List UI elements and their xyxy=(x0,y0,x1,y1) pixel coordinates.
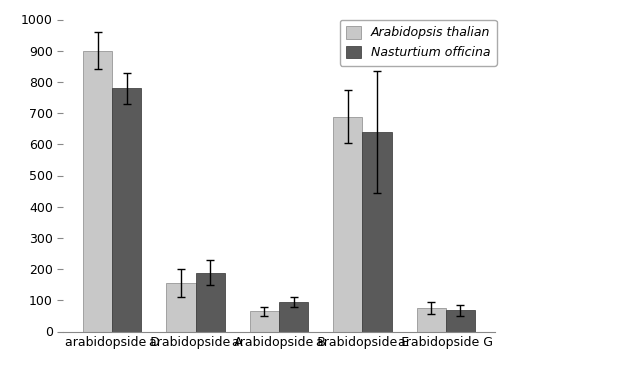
Bar xyxy=(166,283,195,332)
Bar xyxy=(83,51,112,332)
Bar xyxy=(446,310,475,332)
Bar xyxy=(363,132,392,332)
Bar xyxy=(279,302,308,332)
Legend: Arabidopsis thalian, Nasturtium officina: Arabidopsis thalian, Nasturtium officina xyxy=(340,20,497,66)
Bar xyxy=(195,273,225,332)
Bar xyxy=(333,117,363,332)
Bar xyxy=(112,88,141,332)
Bar xyxy=(250,311,279,332)
Bar xyxy=(417,308,446,332)
